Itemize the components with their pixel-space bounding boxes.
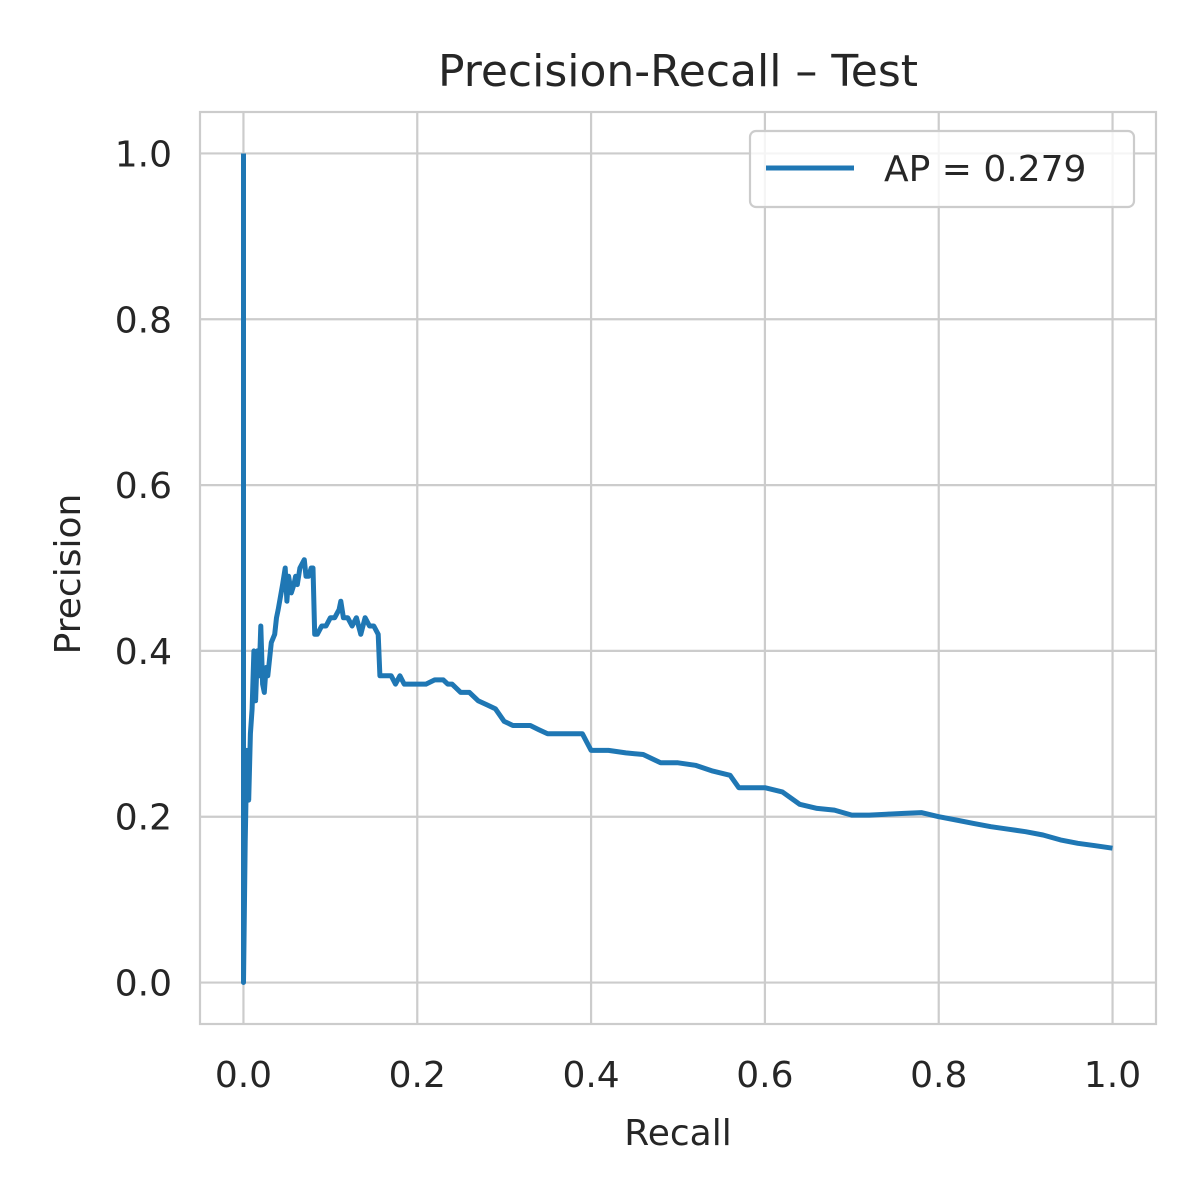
- y-tick-label: 0.8: [115, 300, 172, 341]
- y-tick-label: 0.6: [115, 466, 172, 507]
- x-tick-label: 0.8: [910, 1055, 967, 1096]
- x-axis-ticks: 0.0 0.2 0.4 0.6 0.8 1.0: [215, 1055, 1141, 1096]
- legend-box: [748, 129, 1136, 209]
- y-tick-label: 0.4: [115, 632, 172, 673]
- x-axis-label: Recall: [624, 1113, 731, 1154]
- pr-curve-line: [241, 153, 1113, 985]
- x-tick-label: 0.0: [215, 1055, 272, 1096]
- legend: AP = 0.279: [748, 129, 1136, 209]
- plot-area: [241, 153, 1113, 985]
- x-tick-label: 0.4: [562, 1055, 619, 1096]
- grid: [200, 112, 1156, 1024]
- y-axis-label: Precision: [48, 494, 89, 655]
- legend-entry-label: AP = 0.279: [884, 149, 1086, 190]
- plot-frame: [198, 110, 1158, 1026]
- y-axis-ticks: 0.0 0.2 0.4 0.6 0.8 1.0: [115, 134, 172, 1004]
- y-tick-label: 0.0: [115, 964, 172, 1005]
- y-tick-label: 1.0: [115, 134, 172, 175]
- x-tick-label: 1.0: [1084, 1055, 1141, 1096]
- y-tick-label: 0.2: [115, 798, 172, 839]
- x-tick-label: 0.2: [389, 1055, 446, 1096]
- chart-title: Precision-Recall – Test: [438, 46, 918, 97]
- x-tick-label: 0.6: [736, 1055, 793, 1096]
